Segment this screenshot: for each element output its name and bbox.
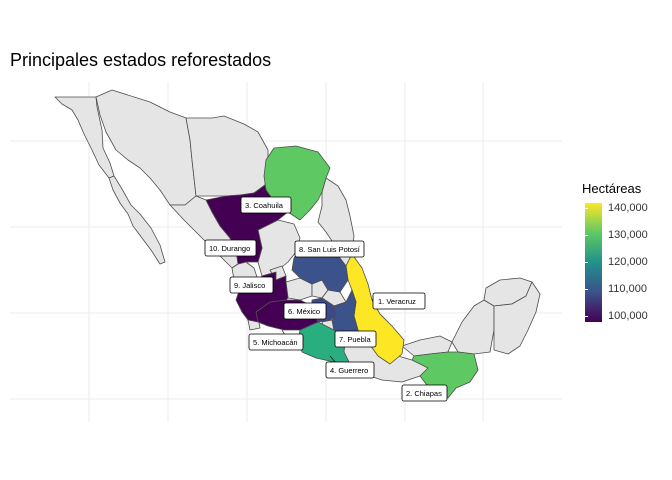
svg-text:10. Durango: 10. Durango [209, 244, 250, 253]
legend-tick [585, 235, 588, 236]
svg-text:2. Chiapas: 2. Chiapas [406, 389, 442, 398]
legend-tick [585, 208, 588, 209]
label-veracruz: 1. Veracruz [372, 292, 426, 310]
svg-text:4. Guerrero: 4. Guerrero [330, 366, 368, 375]
map-title: Principales estados reforestados [10, 50, 272, 70]
legend-label-100000: 100,000 [608, 310, 648, 322]
label-chiapas: 2. Chiapas [401, 384, 448, 402]
state-baja-california-sur [108, 175, 166, 265]
state-labels: 1. Veracruz 2. Chiapas 3. Coahuila 4. Gu… [204, 196, 448, 402]
label-durango: 10. Durango [204, 239, 257, 257]
label-michoacan: 5. Michoacán [248, 333, 304, 351]
label-coahuila: 3. Coahuila [240, 196, 292, 214]
legend-tick [585, 262, 588, 263]
state-chiapas [411, 351, 479, 399]
legend-tick [585, 289, 588, 290]
label-mexico: 6. México [283, 302, 327, 320]
legend-colorbar [585, 203, 602, 322]
state-chihuahua [185, 115, 269, 197]
label-jalisco: 9. Jalisco [229, 276, 274, 294]
legend-title: Hectáreas [582, 181, 642, 196]
svg-text:1. Veracruz: 1. Veracruz [378, 297, 416, 306]
color-legend: Hectáreas 140,000 130,000 120,000 110,00… [582, 181, 667, 331]
legend-label-140000: 140,000 [608, 202, 648, 214]
legend-label-120000: 120,000 [608, 256, 648, 268]
legend-tick [585, 316, 588, 317]
state-sonora [95, 89, 197, 206]
base-states [54, 89, 541, 383]
svg-text:9. Jalisco: 9. Jalisco [234, 281, 265, 290]
svg-text:6. México: 6. México [288, 307, 320, 316]
svg-text:7. Puebla: 7. Puebla [339, 335, 372, 344]
svg-text:5. Michoacán: 5. Michoacán [253, 338, 298, 347]
state-campeche [451, 299, 495, 355]
legend-label-130000: 130,000 [608, 229, 648, 241]
label-guerrero: 4. Guerrero [325, 361, 375, 379]
state-quintana-roo [493, 281, 541, 355]
legend-label-110000: 110,000 [608, 283, 647, 295]
label-puebla: 7. Puebla [334, 330, 377, 348]
svg-text:8. San Luis Potosí: 8. San Luis Potosí [299, 245, 361, 254]
svg-text:3. Coahuila: 3. Coahuila [245, 201, 284, 210]
label-slp: 8. San Luis Potosí [294, 240, 365, 258]
